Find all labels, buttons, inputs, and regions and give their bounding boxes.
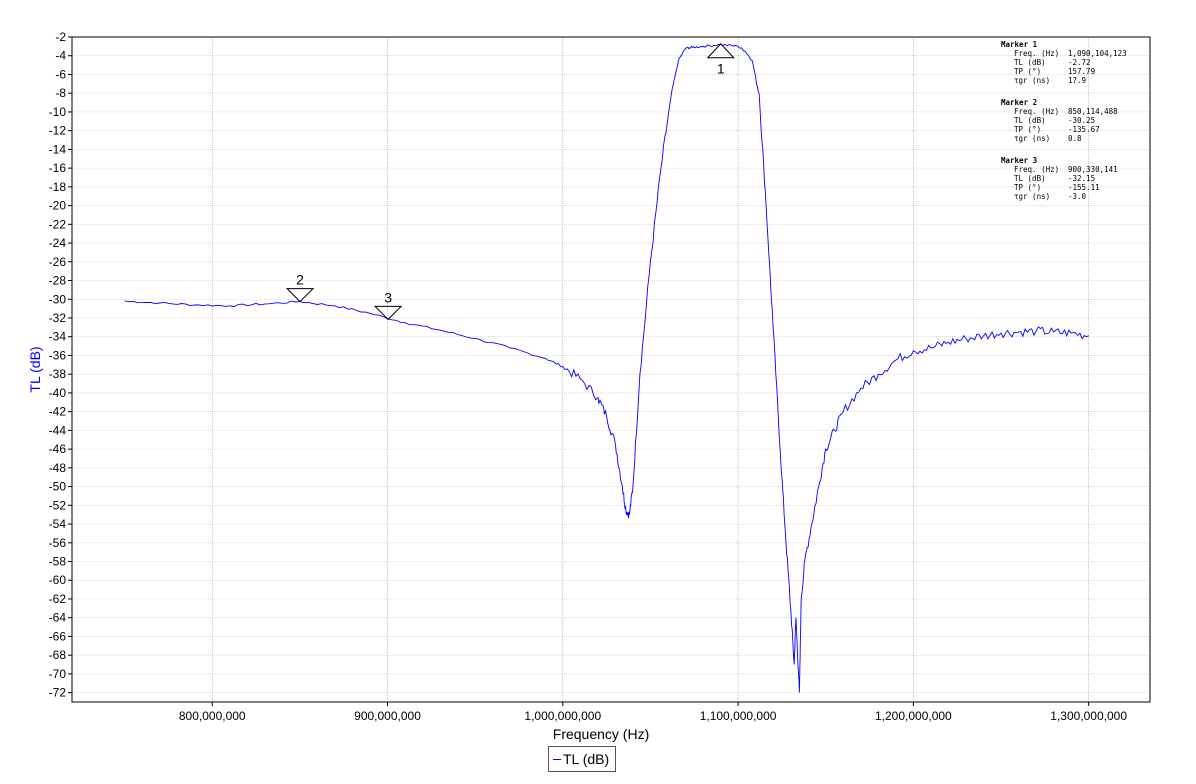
y-tick-label: -44: [49, 423, 67, 437]
y-tick-label: -72: [49, 686, 67, 700]
y-axis-title: TL (dB): [27, 346, 43, 392]
marker-info-key: τgr (ns): [1014, 192, 1050, 201]
y-tick-label: -28: [49, 274, 67, 288]
marker-info-key: τgr (ns): [1014, 76, 1050, 85]
y-tick-label: -6: [55, 67, 66, 81]
y-tick-label: -68: [49, 648, 67, 662]
x-tick-label: 1,100,000,000: [700, 709, 777, 723]
marker-1-label: 1: [717, 61, 725, 77]
marker-info-value: -3.0: [1068, 192, 1087, 201]
y-tick-label: -10: [49, 105, 67, 119]
y-tick-label: -2: [55, 30, 66, 44]
marker-info-key: TL (dB): [1014, 58, 1046, 67]
y-tick-label: -52: [49, 498, 67, 512]
y-tick-label: -48: [49, 461, 67, 475]
y-tick-label: -14: [49, 142, 67, 156]
marker-info-value: 0.8: [1068, 134, 1082, 143]
y-tick-label: -18: [49, 180, 67, 194]
y-tick-label: -60: [49, 573, 67, 587]
marker-2-triangle: [285, 288, 315, 303]
y-tick-label: -40: [49, 386, 67, 400]
y-tick-label: -38: [49, 367, 67, 381]
marker-info-key: TP (°): [1014, 125, 1041, 134]
y-tick-label: -4: [55, 49, 66, 63]
marker-info-value: -135.67: [1068, 125, 1100, 134]
marker-info-value: 157.79: [1068, 67, 1095, 76]
y-tick-label: -64: [49, 611, 67, 625]
y-tick-label: -12: [49, 124, 67, 138]
marker-info-key: τgr (ns): [1014, 134, 1050, 143]
marker-info-value: 17.9: [1068, 76, 1086, 85]
y-tick-label: -42: [49, 405, 67, 419]
y-tick-label: -50: [49, 480, 67, 494]
y-tick-label: -62: [49, 592, 67, 606]
x-tick-label: 800,000,000: [179, 709, 246, 723]
y-tick-label: -30: [49, 292, 67, 306]
marker-info-key: TP (°): [1014, 67, 1041, 76]
y-tick-label: -58: [49, 555, 67, 569]
marker-info-value: -2.72: [1068, 58, 1091, 67]
plot-frame: [71, 36, 1151, 703]
legend: TL (dB): [548, 746, 617, 772]
marker-info-value: -155.11: [1068, 183, 1100, 192]
y-tick-label: -56: [49, 536, 67, 550]
marker-info-key: TL (dB): [1014, 174, 1046, 183]
legend-label: TL (dB): [563, 751, 610, 767]
plot-area: [72, 37, 1150, 702]
marker-info-value: 900,330,141: [1068, 165, 1118, 174]
marker-info-key: TP (°): [1014, 183, 1041, 192]
marker-2-label: 2: [296, 272, 304, 288]
marker-info-value: 850,114,488: [1068, 107, 1118, 116]
marker-info-key: Freq. (Hz): [1014, 107, 1059, 116]
x-axis-title: Frequency (Hz): [553, 726, 649, 742]
x-tick-label: 1,300,000,000: [1050, 709, 1127, 723]
marker-3-triangle: [373, 305, 403, 321]
x-tick-label: 1,200,000,000: [875, 709, 952, 723]
y-tick-label: -70: [49, 667, 67, 681]
marker-info-key: TL (dB): [1014, 116, 1046, 125]
y-tick-label: -26: [49, 255, 67, 269]
y-tick-label: -34: [49, 330, 67, 344]
x-tick-label: 900,000,000: [354, 709, 421, 723]
marker-info-title: Marker 1: [1001, 40, 1038, 49]
legend-line-swatch: [553, 758, 561, 760]
x-tick-label: 1,000,000,000: [524, 709, 601, 723]
y-tick-label: -66: [49, 629, 67, 643]
marker-info-key: Freq. (Hz): [1014, 49, 1059, 58]
y-tick-label: -36: [49, 348, 67, 362]
y-tick-label: -54: [49, 517, 67, 531]
marker-1-triangle: [706, 43, 735, 59]
series-line-0: [124, 43, 1089, 693]
y-tick-label: -22: [49, 217, 67, 231]
marker-info-key: Freq. (Hz): [1014, 165, 1059, 174]
marker-3-label: 3: [384, 289, 392, 305]
marker-info-value: 1,090,104,123: [1068, 49, 1127, 58]
marker-info-title: Marker 3: [1001, 156, 1038, 165]
y-tick-label: -8: [55, 86, 66, 100]
y-tick-label: -46: [49, 442, 67, 456]
y-tick-label: -20: [49, 199, 67, 213]
marker-info-title: Marker 2: [1001, 98, 1037, 107]
y-tick-label: -16: [49, 161, 67, 175]
marker-info-value: -32.15: [1068, 174, 1095, 183]
marker-info-value: -30.25: [1068, 116, 1095, 125]
y-tick-label: -32: [49, 311, 67, 325]
y-tick-label: -24: [49, 236, 67, 250]
